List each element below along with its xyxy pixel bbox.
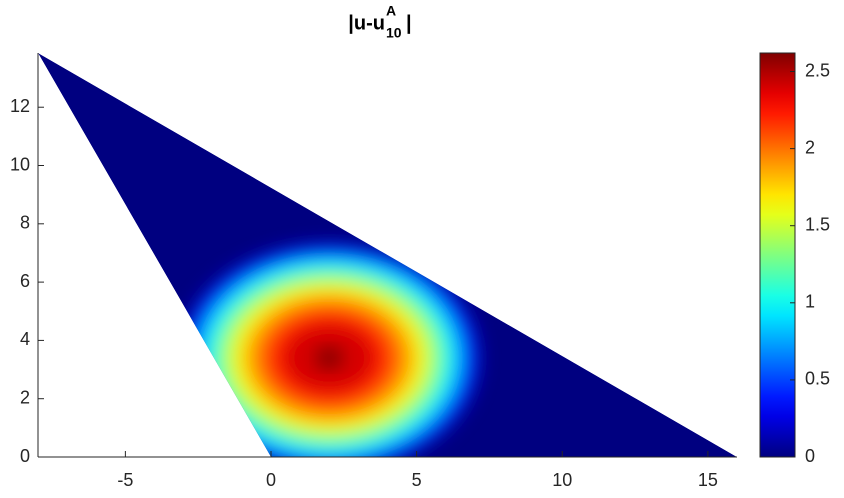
y-tick-label: 6 bbox=[20, 271, 30, 291]
colorbar-tick-label: 2.5 bbox=[805, 60, 830, 80]
y-tick-label: 10 bbox=[10, 154, 30, 174]
title-subscript: 10 bbox=[386, 25, 402, 41]
title-base: |u-u bbox=[348, 12, 385, 34]
colorbar-tick-label: 1.5 bbox=[805, 214, 830, 234]
colorbar bbox=[759, 52, 796, 458]
x-tick-label: -5 bbox=[117, 470, 133, 490]
x-tick-label: 10 bbox=[552, 470, 572, 490]
x-tick-label: 5 bbox=[412, 470, 422, 490]
y-tick-label: 8 bbox=[20, 213, 30, 233]
field-levels bbox=[178, 243, 481, 457]
x-tick-label: 15 bbox=[698, 470, 718, 490]
x-tick-label: 0 bbox=[266, 470, 276, 490]
y-tick-label: 4 bbox=[20, 329, 30, 349]
title-end: | bbox=[406, 12, 412, 34]
y-tick-label: 0 bbox=[20, 446, 30, 466]
colorbar-tick-label: 0.5 bbox=[805, 369, 830, 389]
colorbar-tick-label: 1 bbox=[805, 292, 815, 312]
colorbar-tick-label: 0 bbox=[805, 446, 815, 466]
title-superscript: A bbox=[386, 3, 396, 19]
field bbox=[38, 53, 737, 457]
y-tick-label: 2 bbox=[20, 387, 30, 407]
peak bbox=[319, 349, 340, 366]
y-tick-label: 12 bbox=[10, 96, 30, 116]
colorbar-tick-label: 2 bbox=[805, 137, 815, 157]
